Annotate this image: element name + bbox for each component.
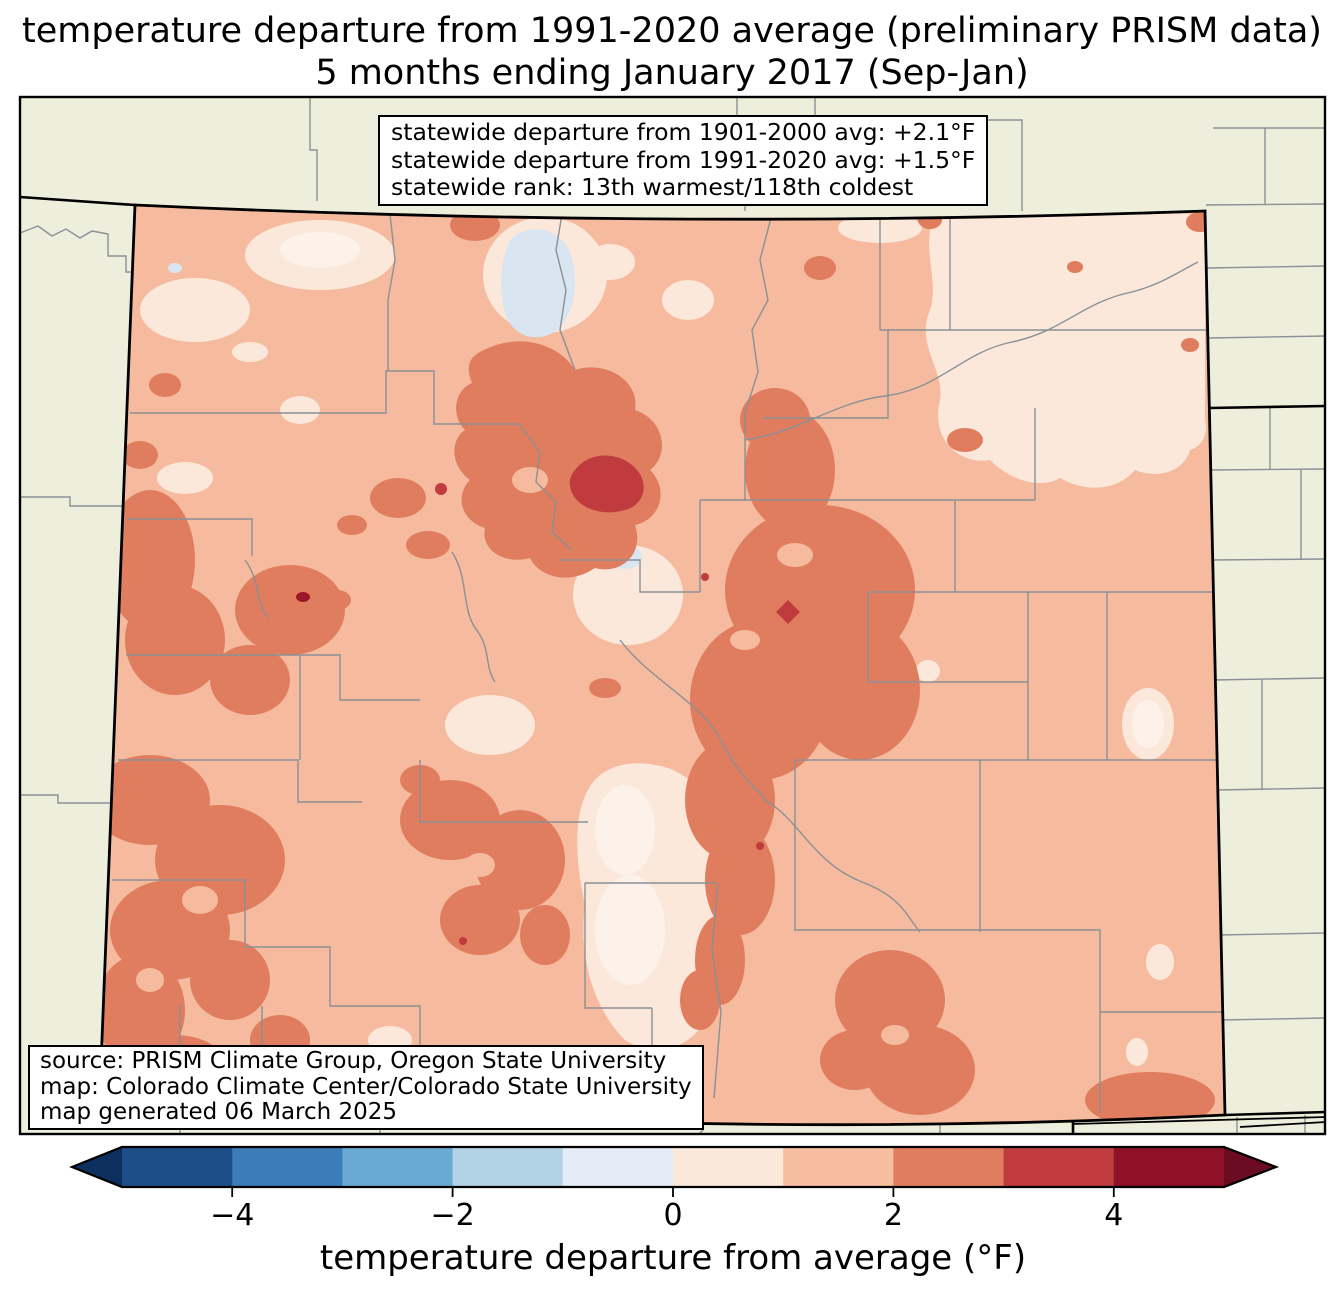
colorbar-segment xyxy=(232,1147,343,1187)
map-frame xyxy=(18,95,1327,1136)
colorbar-segment xyxy=(1003,1147,1115,1187)
statewide-stats-box: statewide departure from 1901-2000 avg: … xyxy=(378,115,989,206)
colorbar xyxy=(69,1145,1280,1197)
colorbar-tick-label: 4 xyxy=(1104,1198,1124,1233)
stats-line-1: statewide departure from 1901-2000 avg: … xyxy=(391,118,976,146)
colorbar-tick-label: −2 xyxy=(430,1198,475,1233)
source-line-2: map: Colorado Climate Center/Colorado St… xyxy=(40,1073,692,1100)
colorbar-segment xyxy=(452,1147,564,1187)
colorbar-tick-label: 2 xyxy=(883,1198,903,1233)
stats-line-2: statewide departure from 1991-2020 avg: … xyxy=(391,145,976,174)
colorbar-under-arrow xyxy=(72,1147,122,1187)
source-line-3: map generated 06 March 2025 xyxy=(40,1099,398,1125)
colorbar-tick-label: −4 xyxy=(210,1198,255,1233)
colorbar-segment xyxy=(342,1147,454,1187)
colorbar-segment xyxy=(122,1147,233,1187)
colorbar-segment xyxy=(783,1147,894,1187)
colorbar-outline xyxy=(69,1145,1280,1189)
colorbar-segment xyxy=(673,1147,784,1187)
colorado-county-lines xyxy=(112,213,1222,1113)
colorbar-tick-label: 0 xyxy=(663,1198,683,1233)
stats-line-3: statewide rank: 13th warmest/118th colde… xyxy=(391,173,914,201)
colorbar-segment xyxy=(893,1147,1005,1187)
source-attribution-box: source: PRISM Climate Group, Oregon Stat… xyxy=(28,1045,704,1130)
colorbar-axis-label: temperature departure from average (°F) xyxy=(319,1238,1027,1278)
colorbar-over-arrow xyxy=(1224,1147,1276,1187)
colorbar-segment xyxy=(1113,1147,1225,1187)
source-line-1: source: PRISM Climate Group, Oregon Stat… xyxy=(40,1048,667,1074)
colorado-temperature-raster xyxy=(100,205,1225,1125)
map-panel xyxy=(18,95,1327,1136)
title-line-1: temperature departure from 1991-2020 ave… xyxy=(22,11,1322,51)
colorbar-segment xyxy=(562,1147,674,1187)
title-line-2: 5 months ending January 2017 (Sep-Jan) xyxy=(315,53,1029,93)
figure-title: temperature departure from 1991-2020 ave… xyxy=(0,10,1344,94)
